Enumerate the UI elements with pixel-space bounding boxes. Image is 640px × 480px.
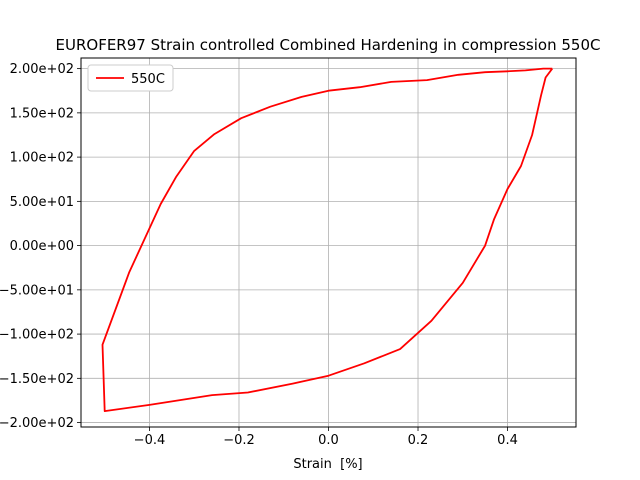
x-tick-label: 0.2 <box>408 433 429 448</box>
x-tick-label: 0.4 <box>497 433 518 448</box>
x-axis-label: Strain [%] <box>293 457 362 472</box>
y-tick-label: 1.00e+02 <box>10 151 74 166</box>
y-tick-label: 1.50e+02 <box>10 106 74 121</box>
x-tick-label: 0.0 <box>318 433 339 448</box>
chart-title: EUROFER97 Strain controlled Combined Har… <box>56 36 601 54</box>
series-line-550C <box>101 67 554 413</box>
grid-lines <box>81 58 576 427</box>
legend: 550C <box>87 64 174 92</box>
y-tick-label: 5.00e+01 <box>10 195 74 210</box>
x-axis: −0.4 −0.2 0.0 0.2 0.4 <box>134 427 518 448</box>
series-layer <box>101 67 554 413</box>
y-tick-label: −2.00e+02 <box>0 416 74 431</box>
y-tick-label: 2.00e+02 <box>10 62 74 77</box>
x-tick-label: −0.4 <box>134 433 166 448</box>
y-tick-label: 0.00e+00 <box>10 239 74 254</box>
y-tick-label: −1.50e+02 <box>0 372 74 387</box>
y-tick-label: −5.00e+01 <box>0 283 74 298</box>
x-tick-label: −0.2 <box>223 433 255 448</box>
legend-label: 550C <box>131 72 165 87</box>
legend-box <box>87 64 174 92</box>
y-tick-label: −1.00e+02 <box>0 328 74 343</box>
y-axis: 2.00e+02 1.50e+02 1.00e+02 5.00e+01 0.00e+00… <box>0 62 81 431</box>
